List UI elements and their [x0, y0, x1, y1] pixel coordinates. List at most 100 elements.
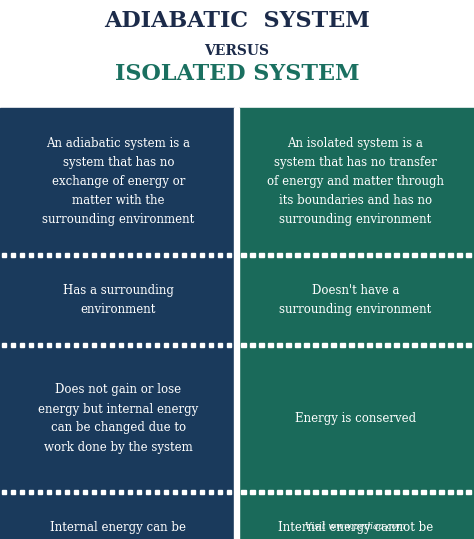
Bar [385, 253, 390, 257]
Bar [83, 490, 88, 494]
Bar [110, 490, 115, 494]
Bar [47, 490, 52, 494]
Bar [137, 490, 142, 494]
Bar [92, 253, 97, 257]
Bar [239, 345, 474, 492]
Bar [182, 490, 186, 494]
Bar [20, 343, 25, 347]
Bar [286, 343, 291, 347]
Bar [295, 253, 300, 257]
Bar [358, 343, 363, 347]
Bar [457, 490, 462, 494]
Bar [403, 343, 408, 347]
Text: Doesn't have a
surrounding environment: Doesn't have a surrounding environment [279, 284, 432, 316]
Bar [65, 343, 70, 347]
Bar [74, 490, 79, 494]
Bar [286, 490, 291, 494]
Bar [349, 490, 354, 494]
Bar [313, 343, 318, 347]
Bar [191, 490, 195, 494]
Bar [448, 343, 453, 347]
Bar [295, 343, 300, 347]
Bar [421, 490, 426, 494]
Bar [313, 253, 318, 257]
Bar [74, 343, 79, 347]
Bar [11, 343, 16, 347]
Bar [367, 253, 372, 257]
Bar [146, 253, 151, 257]
Bar [146, 343, 151, 347]
Bar [421, 253, 426, 257]
Bar [304, 490, 309, 494]
Bar [164, 343, 168, 347]
Bar [376, 253, 381, 257]
Bar [191, 253, 195, 257]
Bar [259, 490, 264, 494]
Bar [56, 253, 61, 257]
Bar [466, 343, 471, 347]
Bar [394, 253, 399, 257]
Bar [65, 490, 70, 494]
Bar [358, 253, 363, 257]
Bar [239, 255, 474, 345]
Bar [128, 490, 133, 494]
Bar [47, 253, 52, 257]
Bar [304, 343, 309, 347]
Bar [11, 490, 16, 494]
Bar [209, 343, 213, 347]
Bar [268, 490, 273, 494]
Bar [2, 343, 7, 347]
Text: ISOLATED SYSTEM: ISOLATED SYSTEM [115, 63, 359, 85]
Bar [376, 490, 381, 494]
Bar [367, 490, 372, 494]
Bar [268, 343, 273, 347]
Text: Energy is conserved: Energy is conserved [295, 412, 416, 425]
Bar [340, 253, 345, 257]
Bar [439, 253, 444, 257]
Bar [376, 343, 381, 347]
Bar [110, 253, 115, 257]
Bar [11, 253, 16, 257]
Bar [439, 343, 444, 347]
Bar [65, 253, 70, 257]
Bar [182, 343, 186, 347]
Bar [235, 108, 239, 539]
Bar [173, 343, 177, 347]
Bar [29, 253, 34, 257]
Text: VERSUS: VERSUS [204, 44, 270, 58]
Bar [0, 108, 235, 255]
Bar [241, 253, 246, 257]
Bar [227, 253, 231, 257]
Bar [20, 490, 25, 494]
Text: Does not gain or lose
energy but internal energy
can be changed due to
work done: Does not gain or lose energy but interna… [38, 384, 199, 453]
Bar [358, 490, 363, 494]
Bar [313, 490, 318, 494]
Bar [218, 343, 222, 347]
Bar [322, 490, 327, 494]
Bar [47, 343, 52, 347]
Bar [182, 253, 186, 257]
Bar [200, 490, 204, 494]
Bar [155, 253, 159, 257]
Bar [29, 343, 34, 347]
Bar [268, 253, 273, 257]
Bar [2, 490, 7, 494]
Bar [241, 490, 246, 494]
Bar [295, 490, 300, 494]
Bar [421, 343, 426, 347]
Bar [259, 253, 264, 257]
Bar [322, 343, 327, 347]
Bar [340, 343, 345, 347]
Text: Internal energy can be
changed: Internal energy can be changed [51, 521, 186, 539]
Bar [92, 490, 97, 494]
Bar [227, 490, 231, 494]
Bar [209, 490, 213, 494]
Bar [277, 490, 282, 494]
Bar [412, 490, 417, 494]
Bar [250, 253, 255, 257]
Bar [448, 490, 453, 494]
Bar [0, 255, 235, 345]
Bar [101, 253, 106, 257]
Bar [155, 343, 159, 347]
Bar [349, 253, 354, 257]
